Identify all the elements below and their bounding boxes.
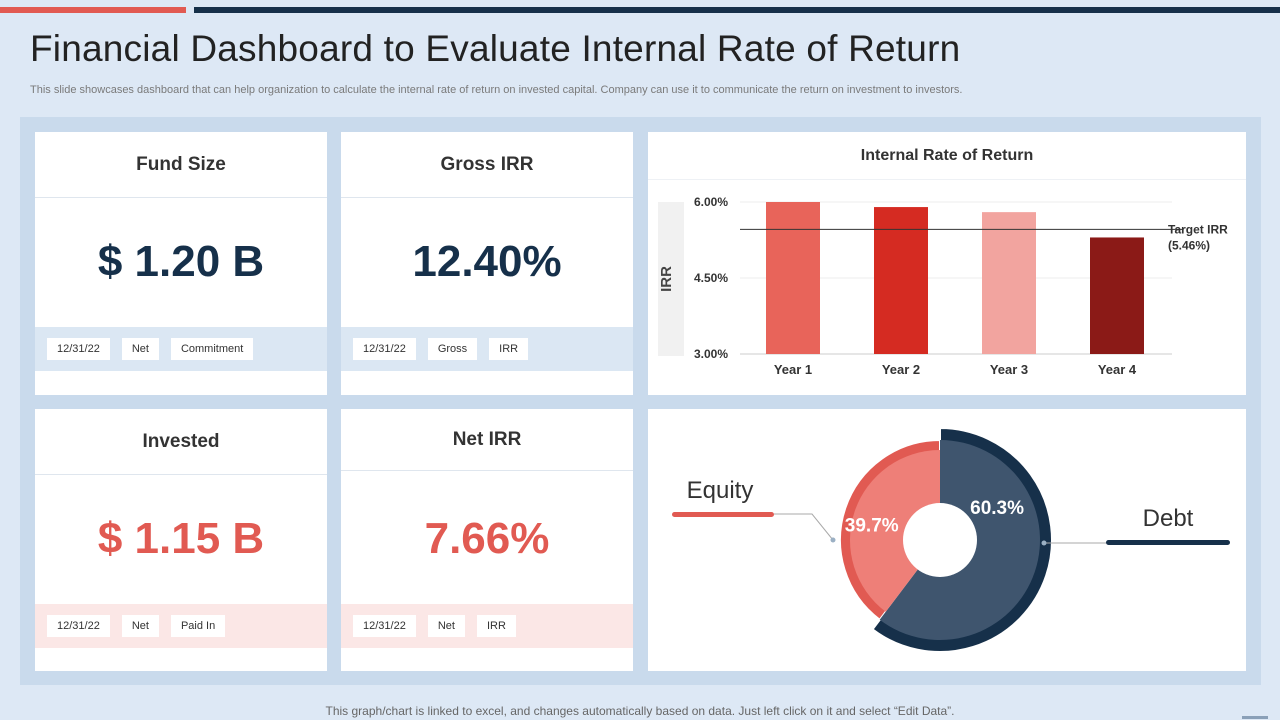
net-irr-tag-kind: IRR (476, 615, 516, 637)
target-irr-value: (5.46%) (1168, 238, 1210, 252)
bar-year-3 (982, 212, 1036, 354)
invested-tag-kind: Paid In (170, 615, 226, 637)
bar-chart-ylabel: IRR (658, 266, 675, 292)
fund-size-value: $ 1.20 B (97, 237, 265, 286)
invested-card: Invested $ 1.15 B 12/31/22 Net Paid In (35, 409, 327, 671)
gross-irr-tag-kind: IRR (489, 338, 529, 360)
net-irr-tag-date: 12/31/22 (353, 615, 416, 637)
footer-note: This graph/chart is linked to excel, and… (325, 704, 955, 718)
debt-leader-dot (1041, 540, 1047, 546)
gross-irr-card: Gross IRR 12.40% 12/31/22 Gross IRR (341, 132, 633, 395)
irr-chart-title: Internal Rate of Return (648, 132, 1246, 180)
invested-title: Invested (35, 409, 327, 475)
gross-irr-title: Gross IRR (341, 132, 633, 198)
gross-irr-value: 12.40% (412, 237, 562, 286)
bar-year-1 (766, 202, 820, 354)
net-irr-title: Net IRR (341, 409, 633, 471)
capital-structure-card: 60.3% 39.7% Equity Debt (648, 409, 1246, 671)
y-tick-label: 4.50% (694, 271, 728, 285)
ylabel-band (658, 202, 684, 356)
x-tick-label: Year 1 (774, 362, 812, 377)
invested-tag-date: 12/31/22 (47, 615, 110, 637)
y-tick-label: 3.00% (694, 347, 728, 361)
legend-equity-label: Equity (687, 477, 754, 504)
slice-label-equity: 39.7% (845, 515, 899, 536)
gross-irr-tags: 12/31/22 Gross IRR (341, 327, 633, 371)
fund-size-tag-kind: Commitment (170, 338, 254, 360)
net-irr-tags: 12/31/22 Net IRR (341, 604, 633, 648)
legend-debt-bar (1106, 540, 1230, 545)
bar-year-2 (874, 207, 928, 354)
page-title: Financial Dashboard to Evaluate Internal… (30, 28, 961, 69)
slice-label-debt: 60.3% (970, 498, 1024, 519)
net-irr-tag-type: Net (427, 615, 465, 637)
donut-hole (903, 503, 977, 577)
bar-year-4 (1090, 237, 1144, 354)
footer-mark (1242, 716, 1268, 719)
fund-size-tag-type: Net (121, 338, 159, 360)
fund-size-tag-date: 12/31/22 (47, 338, 110, 360)
invested-value: $ 1.15 B (97, 514, 265, 563)
fund-size-card: Fund Size $ 1.20 B 12/31/22 Net Commitme… (35, 132, 327, 395)
invested-tags: 12/31/22 Net Paid In (35, 604, 327, 648)
gross-irr-tag-date: 12/31/22 (353, 338, 416, 360)
slice-equity (850, 450, 940, 612)
irr-chart-card: Internal Rate of Return IRR 3.00% 4.50% 6.… (648, 132, 1246, 395)
top-accent-bar-red (0, 7, 186, 13)
legend-equity-bar (672, 512, 774, 517)
legend-debt-label: Debt (1143, 505, 1194, 532)
net-irr-card: Net IRR 7.66% 12/31/22 Net IRR (341, 409, 633, 671)
equity-leader-dot (830, 537, 836, 543)
x-tick-label: Year 2 (882, 362, 920, 377)
target-irr-label: Target IRR (1168, 222, 1228, 236)
invested-tag-type: Net (121, 615, 159, 637)
x-tick-label: Year 3 (990, 362, 1028, 377)
fund-size-title: Fund Size (35, 132, 327, 198)
x-tick-label: Year 4 (1098, 362, 1137, 377)
fund-size-tags: 12/31/22 Net Commitment (35, 327, 327, 371)
irr-bar-chart: IRR 3.00% 4.50% 6.00% Year 1 Year 2 Year 3 Ye… (658, 195, 1228, 377)
capital-structure-donut: 60.3% 39.7% Equity Debt (672, 426, 1230, 653)
page-subtitle: This slide showcases dashboard that can … (30, 84, 963, 96)
net-irr-value: 7.66% (424, 514, 550, 563)
gross-irr-tag-type: Gross (427, 338, 478, 360)
equity-leader-line (774, 513, 834, 541)
y-tick-label: 6.00% (694, 195, 728, 209)
top-accent-bar-navy (194, 7, 1280, 13)
